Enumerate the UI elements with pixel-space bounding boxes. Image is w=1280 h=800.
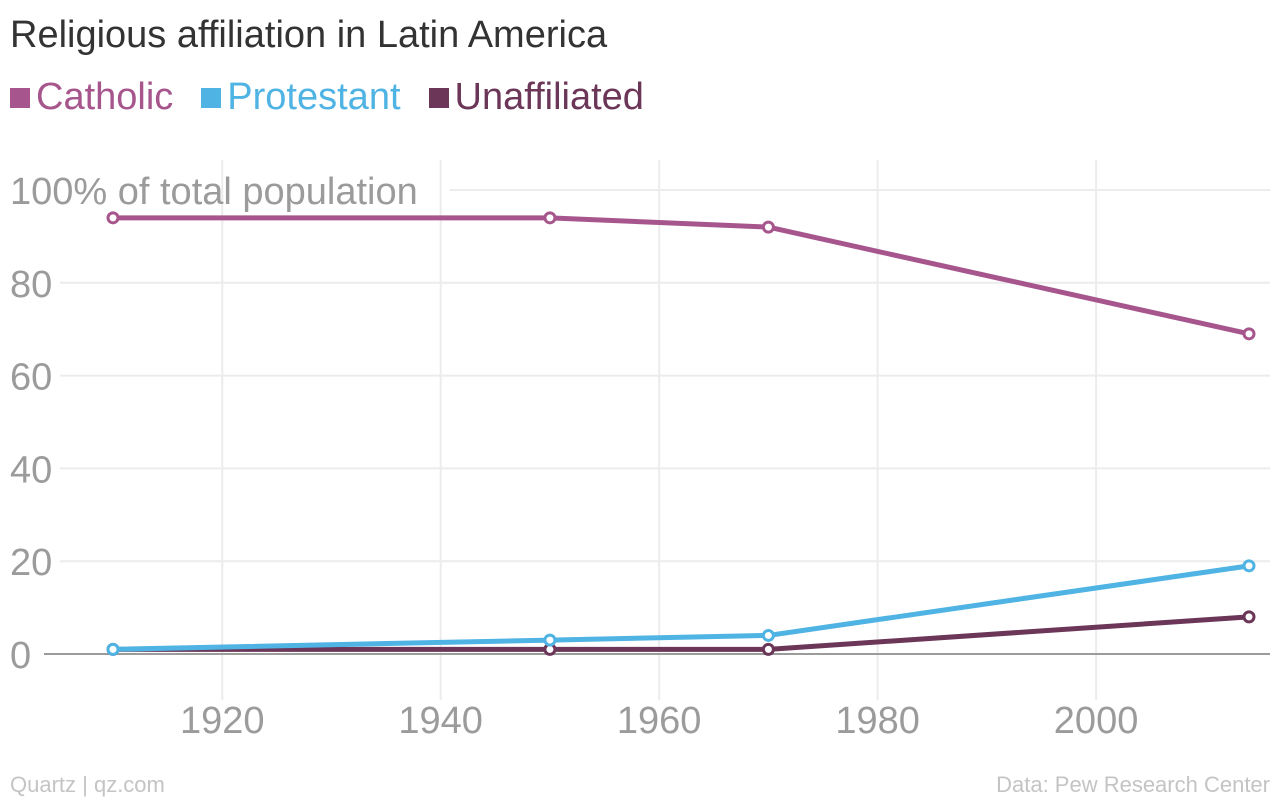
series-lines [106,211,1256,656]
legend-item-unaffiliated: Unaffiliated [428,76,644,119]
x-tick-label: 1940 [398,700,483,742]
data-point [761,642,775,656]
legend-label: Catholic [36,76,174,118]
legend-item-protestant: Protestant [201,76,401,119]
data-point [106,211,120,225]
y-tick-label: 80 [10,264,52,306]
x-tick-label: 1980 [835,700,920,742]
series-line-protestant [110,563,1252,652]
legend-swatch [201,87,222,108]
grid-lines [60,160,1270,700]
series-catholic [106,211,1256,341]
tick-labels: 0 20 40 60 80 100% of total population 1920 194… [10,171,1138,742]
data-point [106,642,120,656]
x-tick-label: 2000 [1054,700,1139,742]
data-point [543,211,557,225]
legend-item-catholic: Catholic [10,76,173,119]
data-point [543,633,557,647]
data-point [1242,327,1256,341]
chart-legend: Catholic Protestant Unaffiliated [10,76,672,119]
series-line-unaffiliated [110,614,1252,652]
data-point [1242,559,1256,573]
data-point [761,628,775,642]
legend-label: Protestant [227,76,401,118]
y-tick-label: 40 [10,449,52,491]
legend-swatch [10,87,30,108]
footer-source-left: Quartz | qz.com [10,772,165,797]
x-tick-label: 1920 [180,700,265,742]
y-tick-label: 20 [10,542,52,584]
legend-swatch [428,87,449,108]
data-point [761,220,775,234]
legend-label: Unaffiliated [454,76,644,118]
series-line-catholic [110,215,1252,337]
data-point [1242,610,1256,624]
footer-source-right: Data: Pew Research Center [996,772,1270,797]
chart-title: Religious affiliation in Latin America [10,14,608,56]
y-tick-label: 60 [10,357,52,399]
y-tick-label: 100% of total population [10,171,418,213]
x-tick-label: 1960 [617,700,702,742]
series-protestant [106,559,1256,656]
y-tick-label: 0 [10,635,31,677]
